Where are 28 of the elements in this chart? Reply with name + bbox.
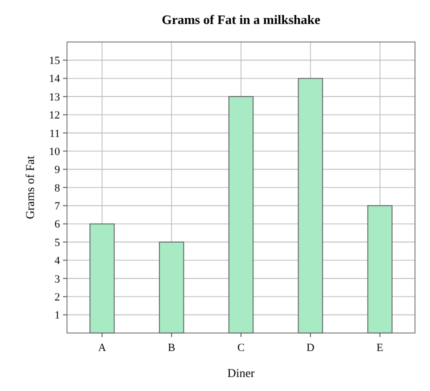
y-tick-label: 4 bbox=[54, 255, 60, 268]
y-tick-label: 3 bbox=[54, 273, 60, 286]
y-tick-label: 10 bbox=[49, 146, 60, 158]
y-tick-label: 14 bbox=[49, 73, 60, 86]
y-tick-label: 15 bbox=[49, 55, 60, 68]
x-tick-label: B bbox=[168, 342, 176, 354]
bar bbox=[298, 78, 324, 334]
x-tick-label: E bbox=[376, 342, 384, 354]
bar bbox=[367, 205, 392, 334]
y-tick-label: 6 bbox=[54, 218, 60, 231]
y-tick-label: 5 bbox=[54, 236, 60, 249]
y-tick-label: 9 bbox=[54, 164, 60, 176]
y-tick-label: 1 bbox=[54, 310, 60, 322]
x-tick-label: A bbox=[98, 342, 106, 354]
y-tick-label: 7 bbox=[54, 200, 60, 213]
y-tick-label: 13 bbox=[49, 91, 60, 104]
y-tick-label: 2 bbox=[54, 291, 60, 304]
chart-title: Grams of Fat in a milkshake bbox=[162, 12, 320, 27]
y-tick-label: 8 bbox=[54, 182, 60, 194]
bar bbox=[158, 242, 184, 334]
bar bbox=[228, 96, 254, 334]
bar bbox=[90, 223, 115, 334]
x-axis-title: Diner bbox=[227, 366, 255, 380]
y-axis-title: Grams of Fat bbox=[23, 155, 37, 220]
x-tick-label: D bbox=[306, 342, 314, 354]
x-tick-label: C bbox=[237, 342, 245, 354]
y-tick-label: 11 bbox=[49, 128, 60, 140]
y-tick-label: 12 bbox=[49, 110, 60, 122]
